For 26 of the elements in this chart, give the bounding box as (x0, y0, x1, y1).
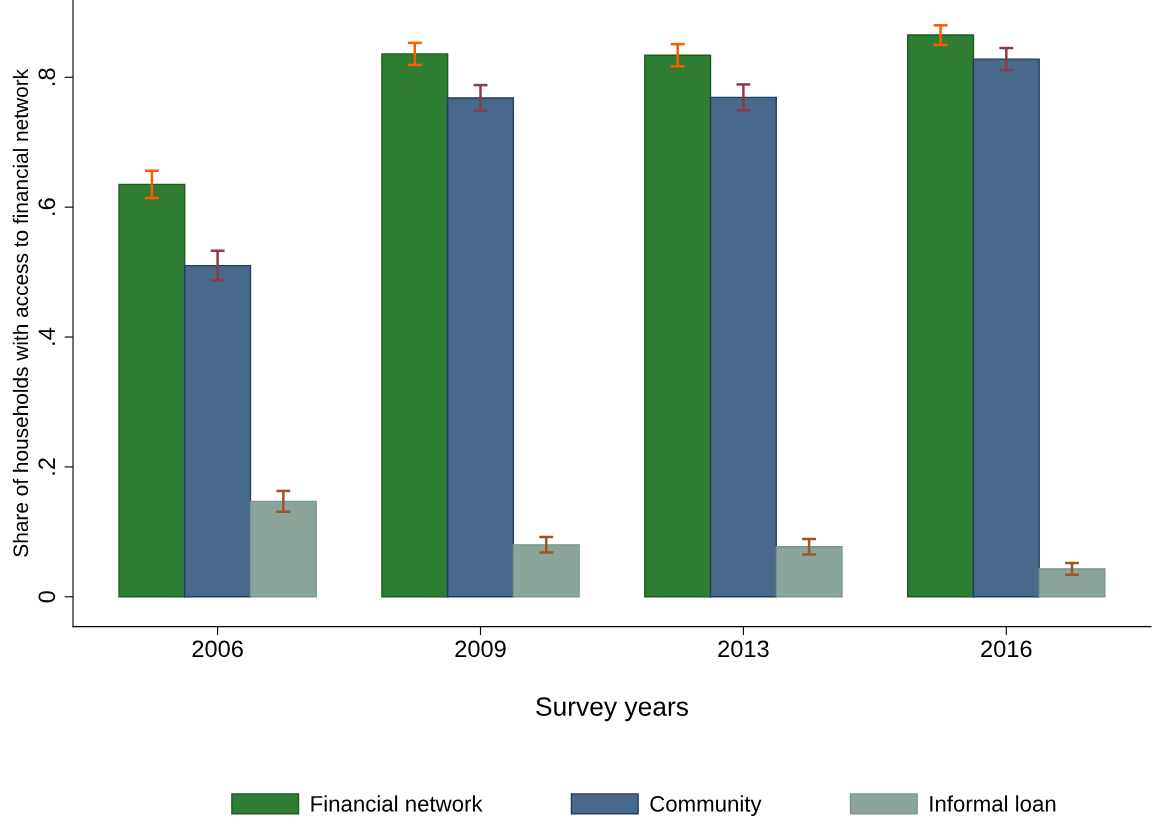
bar (644, 54, 712, 598)
bar (118, 183, 186, 598)
x-tick-label: 2013 (718, 640, 769, 658)
bar (907, 34, 975, 598)
bar (972, 58, 1040, 598)
bar (512, 544, 580, 598)
x-tick-label: 2009 (455, 640, 506, 658)
bar (1038, 568, 1106, 598)
legend-label: Financial network (311, 795, 483, 812)
bar (446, 97, 515, 598)
y-tick-label: .4 (38, 327, 55, 345)
bar (775, 546, 843, 598)
y-tick-label: .6 (38, 198, 56, 215)
x-tick-label: 2016 (981, 640, 1032, 658)
x-tick-label: 2006 (192, 640, 243, 658)
legend-label: Community (650, 795, 762, 817)
y-axis-title: Share of households with access to financial network (12, 68, 29, 557)
y-tick-label: 0 (38, 591, 56, 603)
legend-label: Informal loan (930, 795, 1056, 812)
bar (249, 500, 317, 598)
y-tick-label: .8 (38, 68, 56, 85)
y-tick-label: .2 (38, 458, 55, 475)
bar (381, 53, 449, 598)
x-axis-title: Survey years (536, 697, 688, 722)
bar (184, 264, 252, 598)
bar (709, 96, 777, 598)
